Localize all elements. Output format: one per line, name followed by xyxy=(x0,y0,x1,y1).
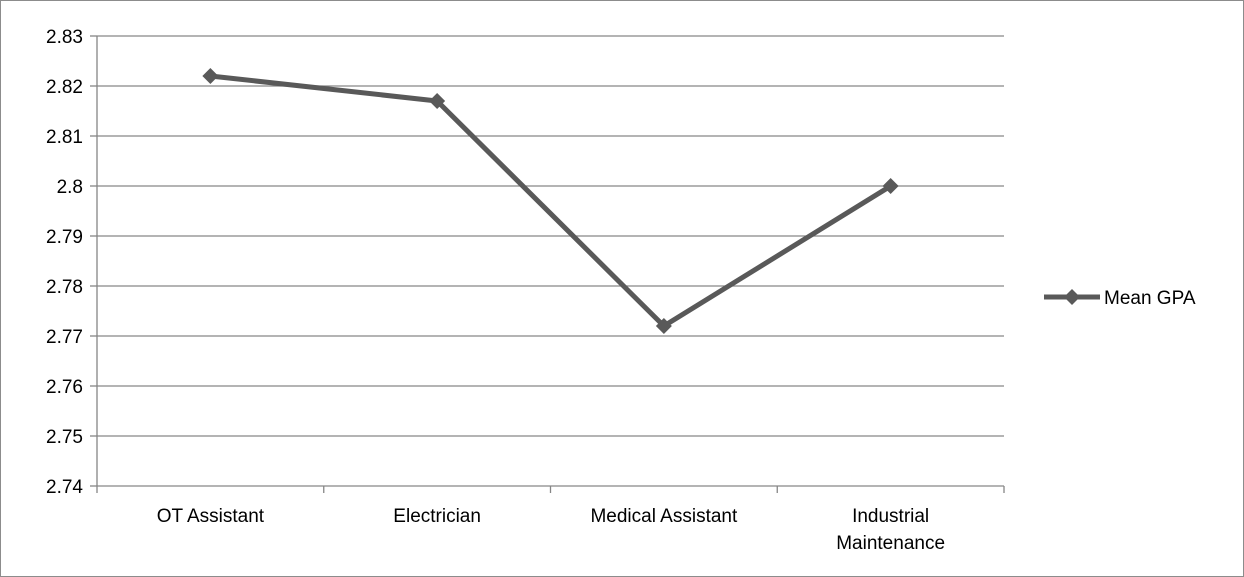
y-tick-label: 2.76 xyxy=(46,377,83,398)
y-tick-label: 2.81 xyxy=(46,127,83,148)
data-point-marker xyxy=(202,68,219,84)
series-layer xyxy=(202,68,899,334)
x-tick-label: OT Assistant xyxy=(157,506,265,527)
x-tick-label: Electrician xyxy=(393,506,481,527)
y-axis-tick-labels: 2.74 2.75 2.76 2.77 2.78 2.79 2.8 2.81 2.82 2.83 xyxy=(46,27,83,498)
x-tick-label: Industrial Maintenance xyxy=(836,506,945,554)
data-point-marker xyxy=(429,93,446,109)
series-line xyxy=(210,73,892,329)
legend: Mean GPA xyxy=(1044,288,1196,309)
y-tick-label: 2.74 xyxy=(46,477,83,498)
y-tick-label: 2.78 xyxy=(46,277,83,298)
y-tick-label: 2.82 xyxy=(46,77,83,98)
data-point-marker xyxy=(655,318,672,334)
y-tick-label: 2.75 xyxy=(46,427,83,448)
y-tick-label: 2.8 xyxy=(57,177,83,198)
data-point-marker xyxy=(882,178,899,194)
y-tick-label: 2.77 xyxy=(46,327,83,348)
gridlines xyxy=(97,35,1004,437)
x-tick-label: Medical Assistant xyxy=(590,506,738,527)
legend-diamond-marker xyxy=(1064,289,1080,305)
axes xyxy=(90,35,1005,493)
x-axis-tick-labels: OT Assistant Electrician Medical Assistant… xyxy=(157,506,945,554)
legend-label: Mean GPA xyxy=(1104,288,1196,309)
y-tick-label: 2.79 xyxy=(46,227,83,248)
y-tick-label: 2.83 xyxy=(46,27,83,48)
